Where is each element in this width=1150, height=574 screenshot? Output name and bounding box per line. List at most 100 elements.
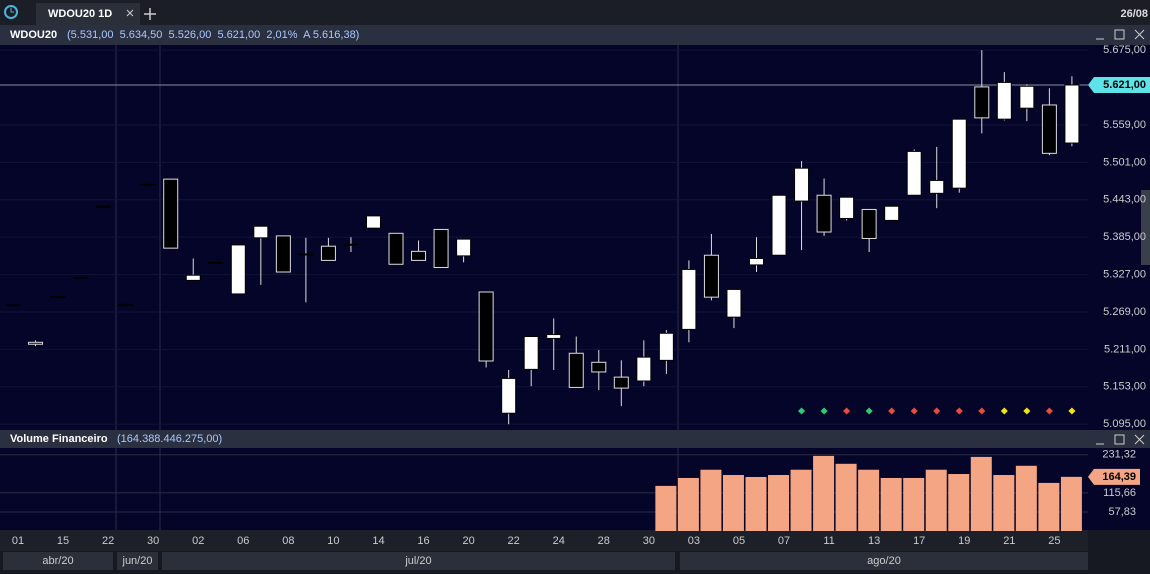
month-box <box>3 552 113 570</box>
price-header <box>0 25 1150 45</box>
x-tick-label: 19 <box>958 535 970 547</box>
y-tick-label: 5.559,00 <box>1103 119 1146 131</box>
volume-bar <box>835 463 857 531</box>
last-value-tag <box>1088 468 1140 485</box>
candle-body <box>906 150 922 196</box>
close[interactable] <box>1134 29 1145 40</box>
y-tick-label: 5.385,00 <box>1103 231 1146 243</box>
x-tick-label: 06 <box>237 535 249 547</box>
tab-title[interactable]: WDOU20 1D <box>48 8 112 20</box>
y-tick-label: 5.443,00 <box>1103 194 1146 206</box>
y-tick-label: 115,66 <box>1103 487 1136 499</box>
candle-body <box>523 335 539 370</box>
symbol: WDOU20 <box>10 29 57 41</box>
candle-body <box>433 228 449 268</box>
candle-body <box>546 334 562 339</box>
candle-body <box>1064 84 1080 144</box>
volume-bar <box>993 475 1015 531</box>
new-tab[interactable] <box>144 8 156 20</box>
candle-body <box>1041 104 1057 154</box>
signal-dot <box>843 407 851 415</box>
candle-body <box>411 250 427 261</box>
x-tick-label: 21 <box>1003 535 1015 547</box>
x-tick-label: 10 <box>327 535 339 547</box>
volume-bar <box>768 475 790 531</box>
volume-bar <box>1015 465 1037 531</box>
y-tick-label: 5.675,00 <box>1103 44 1146 56</box>
candle-body <box>298 253 314 256</box>
candle-body <box>343 243 359 246</box>
y-tick-label: 231,32 <box>1102 449 1136 461</box>
x-tick-label: 30 <box>643 535 655 547</box>
volume-bar <box>722 475 744 531</box>
volume-bar <box>948 474 970 531</box>
signal-dot <box>865 407 873 415</box>
candle-body <box>703 254 719 298</box>
candle-body <box>839 196 855 219</box>
month-label: abr/20 <box>42 555 73 567</box>
candle-body <box>794 167 810 202</box>
x-tick-label: 01 <box>12 535 24 547</box>
signal-dot <box>820 407 828 415</box>
volume-bar <box>903 477 925 531</box>
candle-body <box>28 341 44 345</box>
volume-bar <box>700 469 722 531</box>
volume-quote: (164.388.446.275,00) <box>117 433 222 445</box>
x-tick-label: 14 <box>372 535 384 547</box>
candle-body <box>73 276 89 279</box>
last-price-label: 5.621,00 <box>1103 79 1146 91</box>
maximize[interactable] <box>1114 434 1125 445</box>
candle-body <box>726 288 742 318</box>
x-axis <box>0 530 1088 551</box>
y-tick-label: 5.095,00 <box>1103 418 1146 430</box>
candle-body <box>613 376 629 389</box>
volume-bar <box>970 456 992 531</box>
last-value-label: 164,39 <box>1102 471 1136 483</box>
volume-bar <box>925 469 947 531</box>
candle-body <box>568 352 584 388</box>
x-tick-label: 17 <box>913 535 925 547</box>
y-tick-label: 5.269,00 <box>1103 306 1146 318</box>
x-tick-label: 22 <box>102 535 114 547</box>
volume-name: Volume Financeiro <box>10 433 108 445</box>
x-tick-label: 24 <box>553 535 565 547</box>
volume-bar <box>745 476 767 531</box>
month-label: ago/20 <box>867 555 901 567</box>
signal-dot <box>1000 407 1008 415</box>
y-tick-label: 57,83 <box>1108 506 1136 518</box>
maximize[interactable] <box>1114 29 1125 40</box>
x-tick-label: 28 <box>598 535 610 547</box>
month-label: jun/20 <box>122 555 153 567</box>
side-handle[interactable] <box>1141 190 1150 265</box>
volume-header <box>0 430 1150 448</box>
candle-body <box>1019 85 1035 109</box>
close[interactable] <box>1134 434 1145 445</box>
volume-bar <box>813 455 835 531</box>
quote: (5.531,00 5.634,50 5.526,00 5.621,00 2,0… <box>67 29 359 41</box>
candle-body <box>95 205 111 208</box>
x-tick-label: 07 <box>778 535 790 547</box>
volume-bar <box>677 477 699 531</box>
candle-body <box>816 194 832 233</box>
volume-bar <box>1038 482 1060 531</box>
signal-dot <box>910 407 918 415</box>
candle-body <box>591 361 607 373</box>
x-tick-label: 02 <box>192 535 204 547</box>
clock-hand <box>10 8 14 13</box>
clock-icon[interactable] <box>4 5 18 19</box>
tab[interactable] <box>36 3 140 25</box>
y-tick-label: 5.327,00 <box>1103 268 1146 280</box>
tab-close[interactable] <box>126 9 134 17</box>
x-tick-label: 15 <box>57 535 69 547</box>
y-tick-label: 5.153,00 <box>1103 381 1146 393</box>
candle-body <box>951 118 967 189</box>
month-label: jul/20 <box>404 555 431 567</box>
x-tick-label: 08 <box>282 535 294 547</box>
candle-body <box>185 274 201 281</box>
x-tick-label: 16 <box>417 535 429 547</box>
price-axis <box>1088 45 1150 430</box>
month-box <box>162 552 675 570</box>
signal-dot <box>978 407 986 415</box>
x-tick-label: 05 <box>733 535 745 547</box>
candle-body <box>681 268 697 330</box>
